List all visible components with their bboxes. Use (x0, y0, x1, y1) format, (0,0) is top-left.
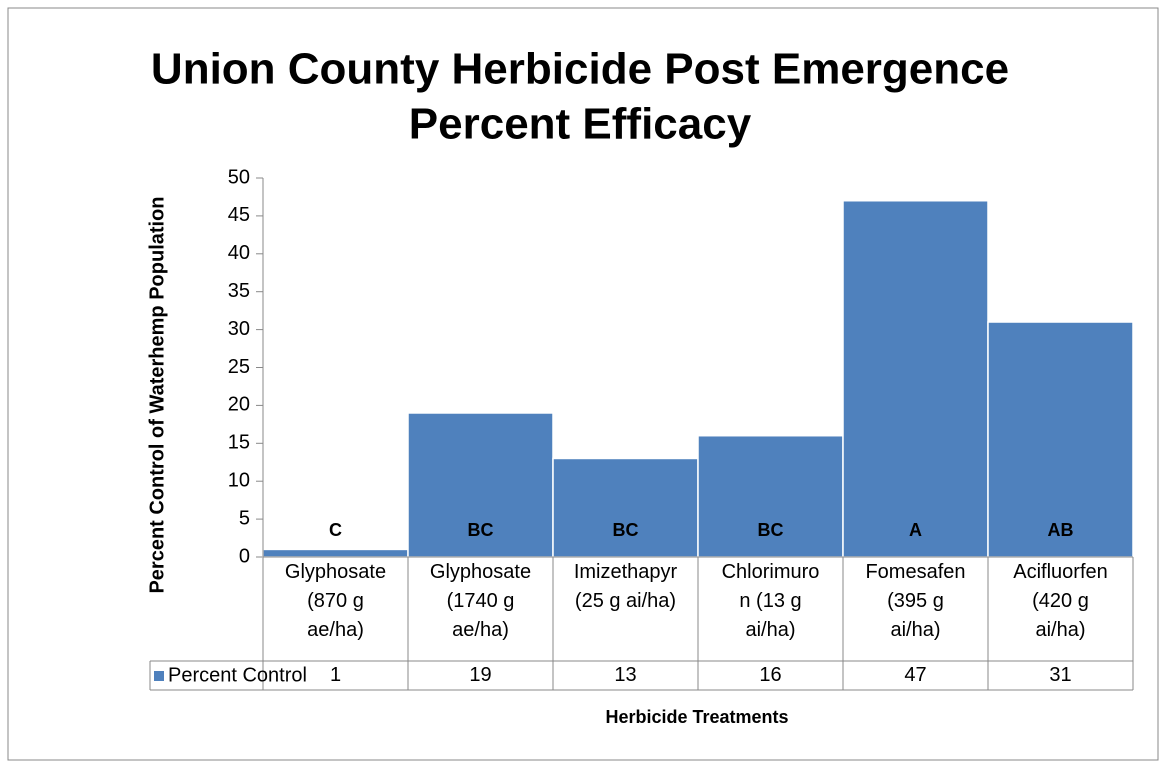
bar (842, 199, 989, 558)
data-table-value-text: 13 (614, 664, 637, 686)
y-tick-label: 35 (228, 280, 250, 302)
annotation: BC (758, 520, 784, 540)
bar (262, 548, 409, 558)
y-tick-label: 30 (228, 318, 250, 340)
bar (987, 321, 1134, 558)
y-tick-label: 50 (228, 166, 250, 188)
legend-swatch (154, 671, 164, 681)
data-table-value: 1 (263, 661, 408, 690)
chart-title: Union County Herbicide Post Emergence (151, 45, 1009, 94)
x-tick-label: Acifluorfen (420 g ai/ha) (988, 558, 1133, 662)
annotation: C (329, 520, 342, 540)
x-tick-label-text: Fomesafen (395 g ai/ha) (865, 561, 966, 641)
data-table-value-text: 16 (759, 664, 782, 686)
x-tick-label-text: Glyphosate (870 g ae/ha) (284, 561, 387, 641)
data-table-value-text: 31 (1049, 664, 1072, 686)
x-tick-label: Chlorimuron (13 g ai/ha) (698, 558, 843, 662)
data-table-value-text: 1 (329, 664, 342, 686)
y-tick-label: 0 (239, 545, 250, 567)
annotation: BC (613, 520, 639, 540)
chart-border (7, 7, 1159, 761)
annotation: AB (1048, 520, 1074, 540)
data-table-value: 19 (408, 661, 553, 690)
y-tick-label: 5 (239, 507, 250, 529)
y-tick-label: 10 (228, 469, 250, 491)
x-tick-label: Glyphosate (1740 g ae/ha) (408, 558, 553, 662)
x-tick-label-text: Glyphosate (1740 g ae/ha) (429, 561, 532, 641)
annotation: A (909, 520, 922, 540)
data-table-value: 13 (553, 661, 698, 690)
y-tick-label: 45 (228, 204, 250, 226)
x-tick-label-text: Acifluorfen (420 g ai/ha) (1013, 561, 1108, 641)
y-tick-label: 25 (228, 356, 250, 378)
data-table-value-text: 19 (469, 664, 492, 686)
y-tick-label: 20 (228, 394, 250, 416)
data-table-value: 16 (698, 661, 843, 690)
y-axis-label: Percent Control of Waterhemp Population (146, 196, 168, 593)
x-tick-label: Imizethapyr (25 g ai/ha) (553, 558, 698, 662)
annotation: BC (468, 520, 494, 540)
y-tick-label: 40 (228, 242, 250, 264)
chart-subtitle: Percent Efficacy (409, 100, 752, 149)
legend-label: Percent Control (168, 664, 307, 686)
x-tick-label: Fomesafen (395 g ai/ha) (843, 558, 988, 662)
data-table-value-text: 47 (904, 664, 927, 686)
x-tick-label: Glyphosate (870 g ae/ha) (263, 558, 408, 662)
x-tick-label-text: Imizethapyr (25 g ai/ha) (573, 561, 678, 612)
x-tick-label-text: Chlorimuron (13 g ai/ha) (721, 561, 820, 641)
x-axis-label: Herbicide Treatments (605, 707, 788, 727)
y-tick-label: 15 (228, 432, 250, 454)
data-table-value: 31 (988, 661, 1133, 690)
data-table-value: 47 (843, 661, 988, 690)
bar (552, 457, 699, 558)
